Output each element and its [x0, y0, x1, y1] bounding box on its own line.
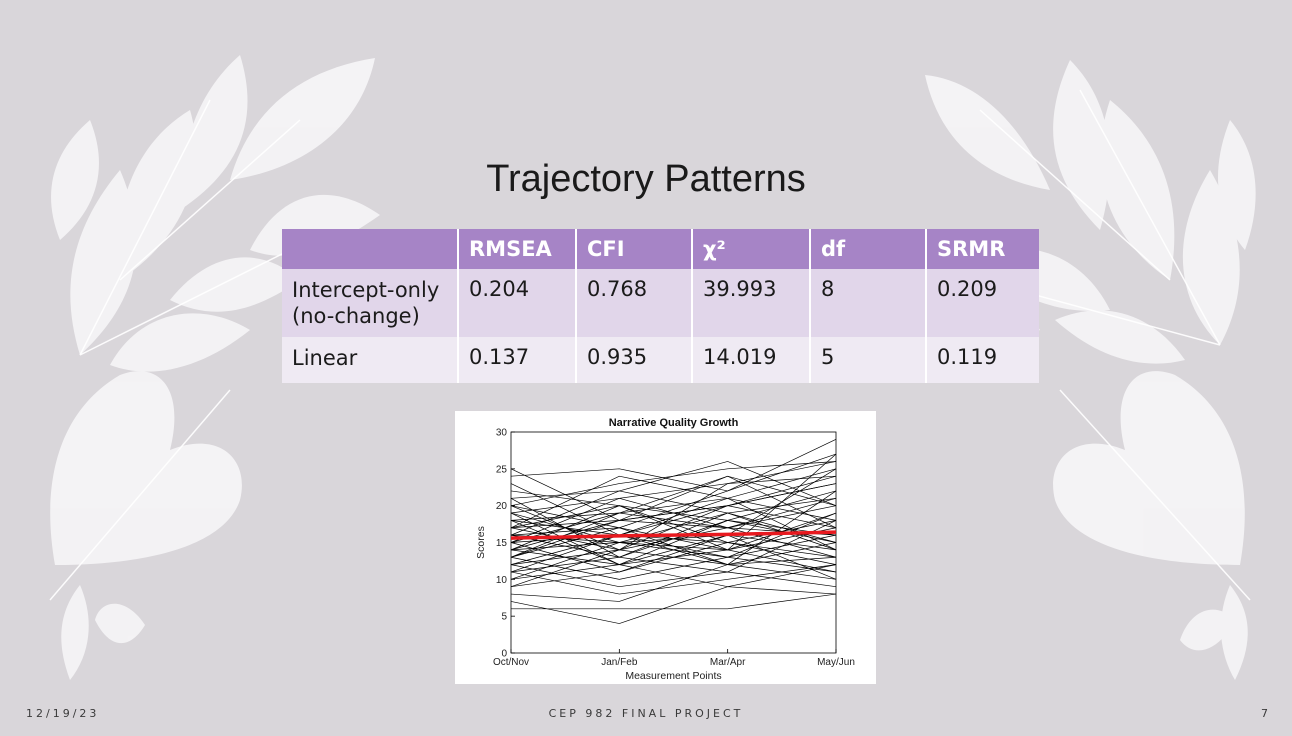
leaf-shape [1053, 60, 1110, 230]
leaf-shape [1053, 371, 1245, 565]
leaf-shape [70, 170, 137, 355]
leaf-shape [50, 371, 242, 565]
page-number: 7 [1261, 707, 1268, 720]
x-tick-label: Mar/Apr [710, 657, 746, 668]
table-cell: 0.137 [458, 337, 577, 383]
leaf-shape [118, 110, 197, 280]
y-tick-label: 0 [501, 649, 507, 660]
x-tick-label: May/Jun [817, 657, 855, 668]
table-cell: 0.768 [576, 269, 693, 337]
table-cell: 39.993 [692, 269, 811, 337]
row-label: Linear [282, 337, 459, 383]
table-header-cell [282, 229, 459, 269]
table-header-rmsea: RMSEA [458, 229, 577, 269]
y-tick-label: 15 [496, 538, 508, 549]
row-label: Intercept-only (no-change) [282, 269, 459, 337]
leaf-shape [1180, 609, 1235, 651]
table-header-df: df [810, 229, 927, 269]
y-tick-label: 20 [496, 501, 508, 512]
series-line [510, 586, 837, 624]
leaf-shape [95, 603, 145, 644]
table-cell: 0.119 [926, 337, 1039, 383]
series-line [510, 475, 837, 558]
leaf-shape [61, 585, 89, 680]
table-header-srmr: SRMR [926, 229, 1039, 269]
leaf-shape [170, 257, 300, 312]
series-line [510, 453, 837, 536]
table-cell: 8 [810, 269, 927, 337]
y-tick-label: 10 [496, 575, 508, 586]
leaf-shape [925, 75, 1050, 190]
series-line [510, 468, 837, 529]
y-tick-label: 30 [496, 428, 508, 439]
series-line [511, 593, 837, 610]
table-cell: 0.209 [926, 269, 1039, 337]
table-cell: 0.935 [576, 337, 693, 383]
table-header-chi-square: χ² [692, 229, 811, 269]
series-line [510, 534, 837, 588]
table-header-row: RMSEA CFI χ² df SRMR [282, 229, 1039, 269]
series-line [510, 483, 837, 573]
leaf-shape [1220, 585, 1248, 680]
series-line [510, 549, 837, 588]
leaf-shape [1100, 100, 1175, 280]
growth-chart: 0 5 10 15 20 25 30 Oct/Nov Jan/Feb Mar/Apr May/Jun… [455, 411, 876, 684]
leaf-shape [51, 120, 99, 240]
x-axis-label: Measurement Points [625, 670, 721, 682]
series-line [510, 475, 837, 543]
trend-line [510, 530, 837, 540]
y-axis-label: Scores [475, 526, 487, 559]
x-tick-label: Jan/Feb [601, 657, 638, 668]
table-cell: 0.204 [458, 269, 577, 337]
leaf-shape [180, 55, 248, 210]
growth-chart-svg: 0 5 10 15 20 25 30 Oct/Nov Jan/Feb Mar/Apr May/Jun… [475, 417, 855, 682]
series-line [510, 461, 837, 507]
series-line [510, 542, 837, 580]
series-line [510, 497, 837, 558]
series-line [510, 564, 837, 588]
series-line [510, 564, 837, 602]
footer-project-name: CEP 982 FINAL PROJECT [548, 707, 744, 720]
y-tick-label: 25 [496, 464, 508, 475]
fit-statistics-table: RMSEA CFI χ² df SRMR Intercept-only (no-… [282, 229, 1039, 383]
y-tick-label: 5 [501, 612, 507, 623]
leaf-shape [110, 313, 250, 372]
table-cell: 5 [810, 337, 927, 383]
footer-date: 12/19/23 [26, 707, 100, 720]
series-line [510, 520, 837, 565]
leaf-shape [1055, 310, 1185, 364]
table-row: Linear 0.137 0.935 14.019 5 0.119 [282, 337, 1039, 383]
chart-title: Narrative Quality Growth [609, 417, 739, 429]
table-row: Intercept-only (no-change) 0.204 0.768 3… [282, 269, 1039, 337]
table-cell: 14.019 [692, 337, 811, 383]
leaf-shape [1218, 120, 1256, 250]
slide-title: Trajectory Patterns [486, 158, 806, 200]
table-header-cfi: CFI [576, 229, 693, 269]
series-line [510, 490, 837, 551]
x-tick-label: Oct/Nov [493, 657, 529, 668]
